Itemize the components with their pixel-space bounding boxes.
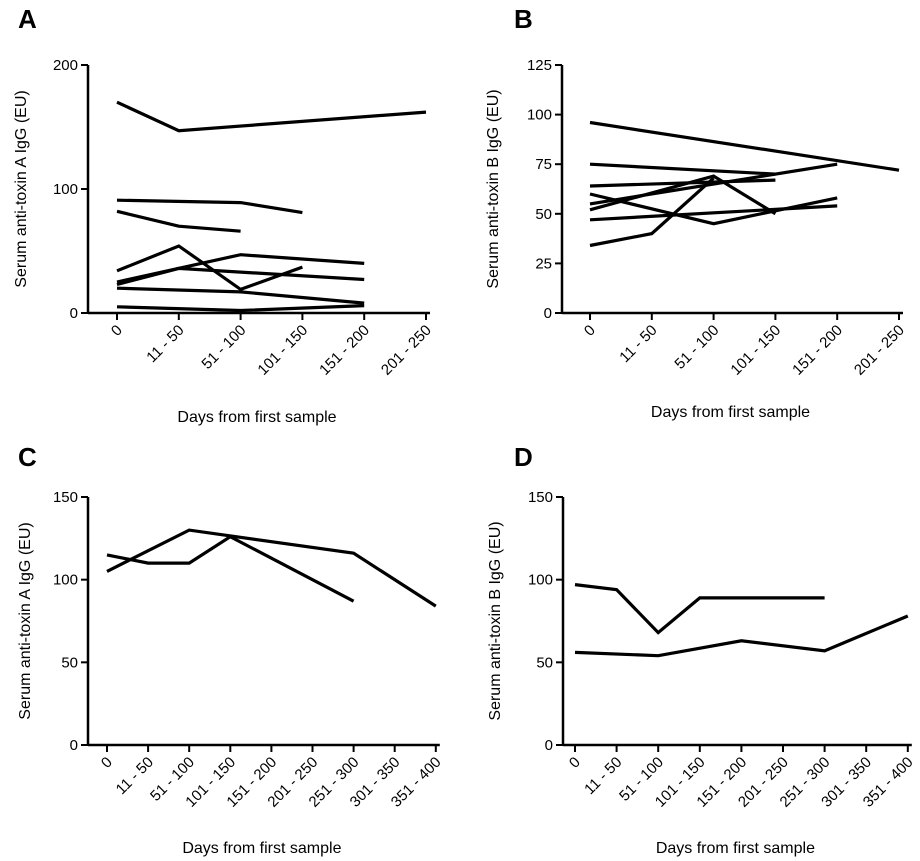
x-tick-label: 151 - 200	[316, 322, 373, 379]
y-tick-label: 25	[535, 255, 552, 272]
chart-panel-b: B 0 25 50 75 100 125 0 11 - 50 51 - 100 101 - 150 1…	[485, 4, 908, 421]
series-line-6	[589, 174, 777, 216]
series-line-8	[116, 304, 365, 313]
x-tick-label: 201 - 250	[851, 322, 908, 379]
x-tick-label: 51 - 100	[671, 322, 722, 373]
y-tick-label: 50	[61, 654, 78, 671]
y-tick-label: 150	[528, 489, 553, 506]
y-tick-label: 100	[527, 107, 552, 124]
x-axis-label: Days from first sample	[656, 840, 815, 857]
x-axis-label: Days from first sample	[177, 409, 336, 426]
x-tick-label: 151 - 200	[789, 322, 846, 379]
x-tick-label: 101 - 150	[727, 322, 784, 379]
series-line-2	[106, 528, 437, 608]
x-axis-label: Days from first sample	[182, 840, 341, 857]
panel-letter: D	[514, 442, 533, 472]
series-line-7	[116, 286, 365, 305]
panel-letter: A	[18, 4, 37, 34]
x-tick-label: 11 - 50	[143, 322, 187, 366]
y-tick-label: 125	[527, 57, 552, 74]
y-tick-label: 50	[536, 654, 553, 671]
series-line-7	[589, 204, 838, 222]
x-tick-label: 101 - 150	[254, 322, 311, 379]
series-line-2	[116, 198, 303, 215]
series-line-3	[116, 209, 241, 233]
series-line-1	[589, 120, 900, 172]
y-tick-label: 200	[53, 57, 78, 74]
series-line-6	[116, 266, 365, 287]
x-tick-label: 201 - 250	[378, 322, 435, 379]
series-line-8	[589, 176, 715, 248]
y-tick-label: 0	[544, 305, 552, 322]
series-line-1	[106, 534, 355, 603]
x-tick-label: 0	[581, 322, 599, 340]
y-tick-label: 150	[53, 489, 78, 506]
x-tick-label: 11 - 50	[616, 322, 660, 366]
y-axis-label: Serum anti-toxin B IgG (EU)	[485, 89, 502, 288]
y-axis-label: Serum anti-toxin B IgG (EU)	[487, 521, 504, 720]
y-axis-label: Serum anti-toxin A IgG (EU)	[13, 90, 30, 287]
x-tick-label: 0	[566, 754, 584, 772]
y-tick-label: 0	[70, 737, 78, 754]
panel-letter: C	[18, 442, 37, 472]
series-line-2	[589, 162, 776, 176]
y-tick-label: 0	[70, 305, 78, 322]
x-tick-label: 0	[98, 754, 116, 772]
chart-panel-a: A 0 100 200 0 11 - 50 51 - 100 101 - 150 151 - 2…	[13, 4, 435, 426]
series-line-4	[116, 244, 303, 292]
series-line-4	[589, 192, 838, 226]
y-tick-label: 0	[545, 737, 553, 754]
y-axis-label: Serum anti-toxin A IgG (EU)	[17, 522, 34, 719]
series-line-1	[574, 583, 825, 635]
y-tick-label: 100	[53, 181, 78, 198]
y-tick-label: 100	[53, 572, 78, 589]
series-line-1	[116, 100, 427, 133]
x-tick-label: 51 - 100	[198, 322, 249, 373]
x-axis-label: Days from first sample	[651, 404, 810, 421]
panel-letter: B	[514, 4, 533, 34]
y-tick-label: 50	[535, 206, 552, 223]
series-line-2	[574, 614, 909, 658]
x-tick-label: 0	[108, 322, 126, 340]
y-tick-label: 100	[528, 572, 553, 589]
y-tick-label: 75	[535, 156, 552, 173]
